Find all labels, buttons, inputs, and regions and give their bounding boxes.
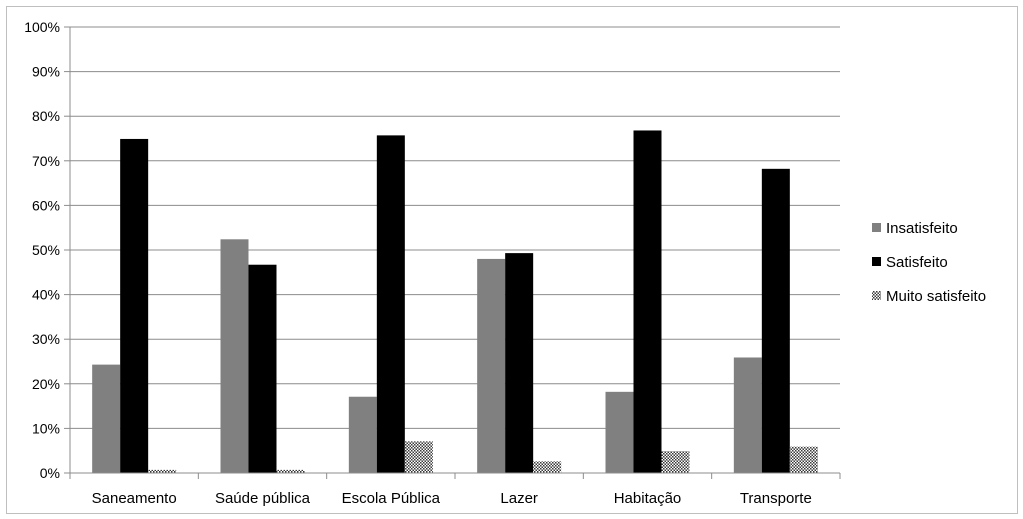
x-category-label: Transporte [740, 490, 812, 507]
gridlines [70, 26, 840, 429]
y-tick-label: 90% [32, 64, 60, 80]
bar-muito-satisfeito [661, 451, 690, 473]
legend-swatch [872, 257, 881, 266]
x-category-label: Saneamento [92, 490, 177, 507]
x-category-label: Escola Pública [342, 490, 441, 507]
bar-muito-satisfeito [789, 446, 818, 473]
x-axis-category-labels: Saneamento Saúde pública Escola Pública Laz… [92, 490, 812, 507]
bar-muito-satisfeito [533, 461, 562, 473]
axes [64, 26, 841, 479]
bar-satisfeito [376, 135, 405, 474]
bar-insatisfeito [92, 364, 121, 473]
bar-satisfeito [505, 253, 534, 473]
bar-satisfeito [633, 130, 662, 474]
bar-insatisfeito [220, 239, 249, 473]
y-tick-label: 50% [32, 242, 60, 258]
legend-swatch [872, 223, 881, 232]
legend: Insatisfeito Satisfeito Muito satisfeito [872, 220, 986, 305]
y-tick-label: 30% [32, 331, 60, 347]
y-tick-label: 60% [32, 197, 60, 213]
y-tick-label: 80% [32, 108, 60, 124]
bar-muito-satisfeito [148, 469, 177, 473]
legend-swatch [872, 291, 881, 300]
y-tick-label: 20% [32, 376, 60, 392]
y-tick-label: 70% [32, 153, 60, 169]
legend-label: Muito satisfeito [886, 288, 986, 305]
bar-insatisfeito [733, 357, 762, 473]
x-category-label: Saúde pública [215, 490, 311, 507]
bar-insatisfeito [348, 396, 377, 473]
y-tick-label: 100% [24, 19, 60, 35]
y-tick-label: 10% [32, 420, 60, 436]
bar-satisfeito [248, 264, 277, 473]
x-category-label: Lazer [500, 490, 538, 507]
y-tick-label: 40% [32, 287, 60, 303]
bar-muito-satisfeito [404, 441, 433, 473]
bar-insatisfeito [605, 391, 634, 473]
bar-satisfeito [761, 168, 790, 473]
legend-label: Satisfeito [886, 254, 948, 271]
x-category-label: Habitação [614, 490, 682, 507]
bar-muito-satisfeito [276, 469, 305, 473]
y-tick-label: 0% [40, 465, 60, 481]
bar-insatisfeito [477, 258, 506, 473]
bars [92, 130, 818, 474]
bar-satisfeito [120, 138, 149, 474]
y-axis-tick-labels: 0% 10% 20% 30% 40% 50% 60% 70% 80% 90% 100% [24, 19, 60, 481]
legend-label: Insatisfeito [886, 220, 958, 237]
